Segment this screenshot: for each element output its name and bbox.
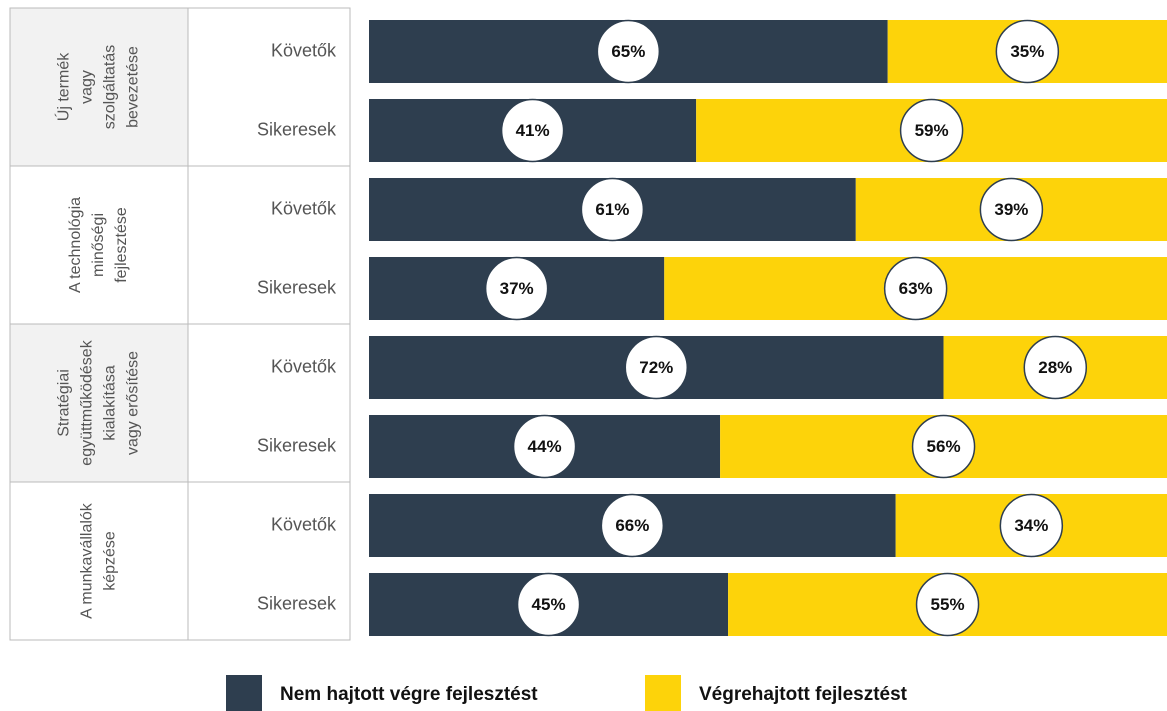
group-label: vagy <box>79 70 96 104</box>
value-label: 61% <box>595 200 629 219</box>
value-badge <box>516 572 581 637</box>
value-label: 66% <box>615 516 649 535</box>
group-label: A technológia <box>67 197 84 293</box>
value-badge <box>596 19 661 84</box>
category-cell <box>187 481 351 641</box>
value-badge <box>915 572 980 637</box>
group-label: Új termék <box>54 52 73 121</box>
group-label: Stratégiai <box>56 369 73 437</box>
value-badge <box>911 414 976 479</box>
group-label: bevezetése <box>125 46 142 128</box>
value-label: 34% <box>1014 516 1048 535</box>
value-label: 37% <box>500 279 534 298</box>
legend-label: Nem hajtott végre fejlesztést <box>280 684 538 705</box>
value-badge <box>999 493 1064 558</box>
value-badge <box>500 98 565 163</box>
group-label: A munkavállalók <box>79 502 96 619</box>
category-label: Követők <box>271 40 337 60</box>
value-badge <box>600 493 665 558</box>
legend-swatch <box>645 675 681 711</box>
category-label: Sikeresek <box>257 277 337 297</box>
group-label: képzése <box>102 531 119 591</box>
category-cell <box>187 7 351 167</box>
category-label: Követők <box>271 198 337 218</box>
category-label: Követők <box>271 356 337 376</box>
value-label: 63% <box>899 279 933 298</box>
group-label: szolgáltatás <box>102 45 119 130</box>
value-label: 72% <box>639 358 673 377</box>
value-badge <box>484 256 549 321</box>
value-badge <box>624 335 689 400</box>
category-cell <box>187 323 351 483</box>
group-cell <box>9 165 189 325</box>
value-badge <box>899 98 964 163</box>
value-label: 41% <box>516 121 550 140</box>
value-label: 59% <box>915 121 949 140</box>
value-label: 28% <box>1038 358 1072 377</box>
value-label: 35% <box>1010 42 1044 61</box>
category-label: Követők <box>271 514 337 534</box>
category-label: Sikeresek <box>257 435 337 455</box>
value-badge <box>995 19 1060 84</box>
value-badge <box>979 177 1044 242</box>
value-label: 44% <box>528 437 562 456</box>
value-badge <box>580 177 645 242</box>
group-label: vagy erősítése <box>125 351 142 455</box>
group-cell <box>9 481 189 641</box>
category-label: Sikeresek <box>257 119 337 139</box>
group-label: minőségi <box>90 213 107 277</box>
legend-label: Végrehajtott fejlesztést <box>699 684 908 705</box>
group-cell <box>9 7 189 167</box>
category-label: Sikeresek <box>257 593 337 613</box>
group-cell <box>9 323 189 483</box>
value-badge <box>512 414 577 479</box>
group-label: fejlesztése <box>113 207 130 283</box>
group-label: kialakítása <box>102 365 119 441</box>
value-label: 56% <box>927 437 961 456</box>
category-cell <box>187 165 351 325</box>
legend-swatch <box>226 675 262 711</box>
value-badge <box>883 256 948 321</box>
value-label: 55% <box>931 595 965 614</box>
value-badge <box>1023 335 1088 400</box>
value-label: 65% <box>611 42 645 61</box>
value-label: 45% <box>532 595 566 614</box>
group-label: együttműködések <box>79 339 96 465</box>
value-label: 39% <box>994 200 1028 219</box>
